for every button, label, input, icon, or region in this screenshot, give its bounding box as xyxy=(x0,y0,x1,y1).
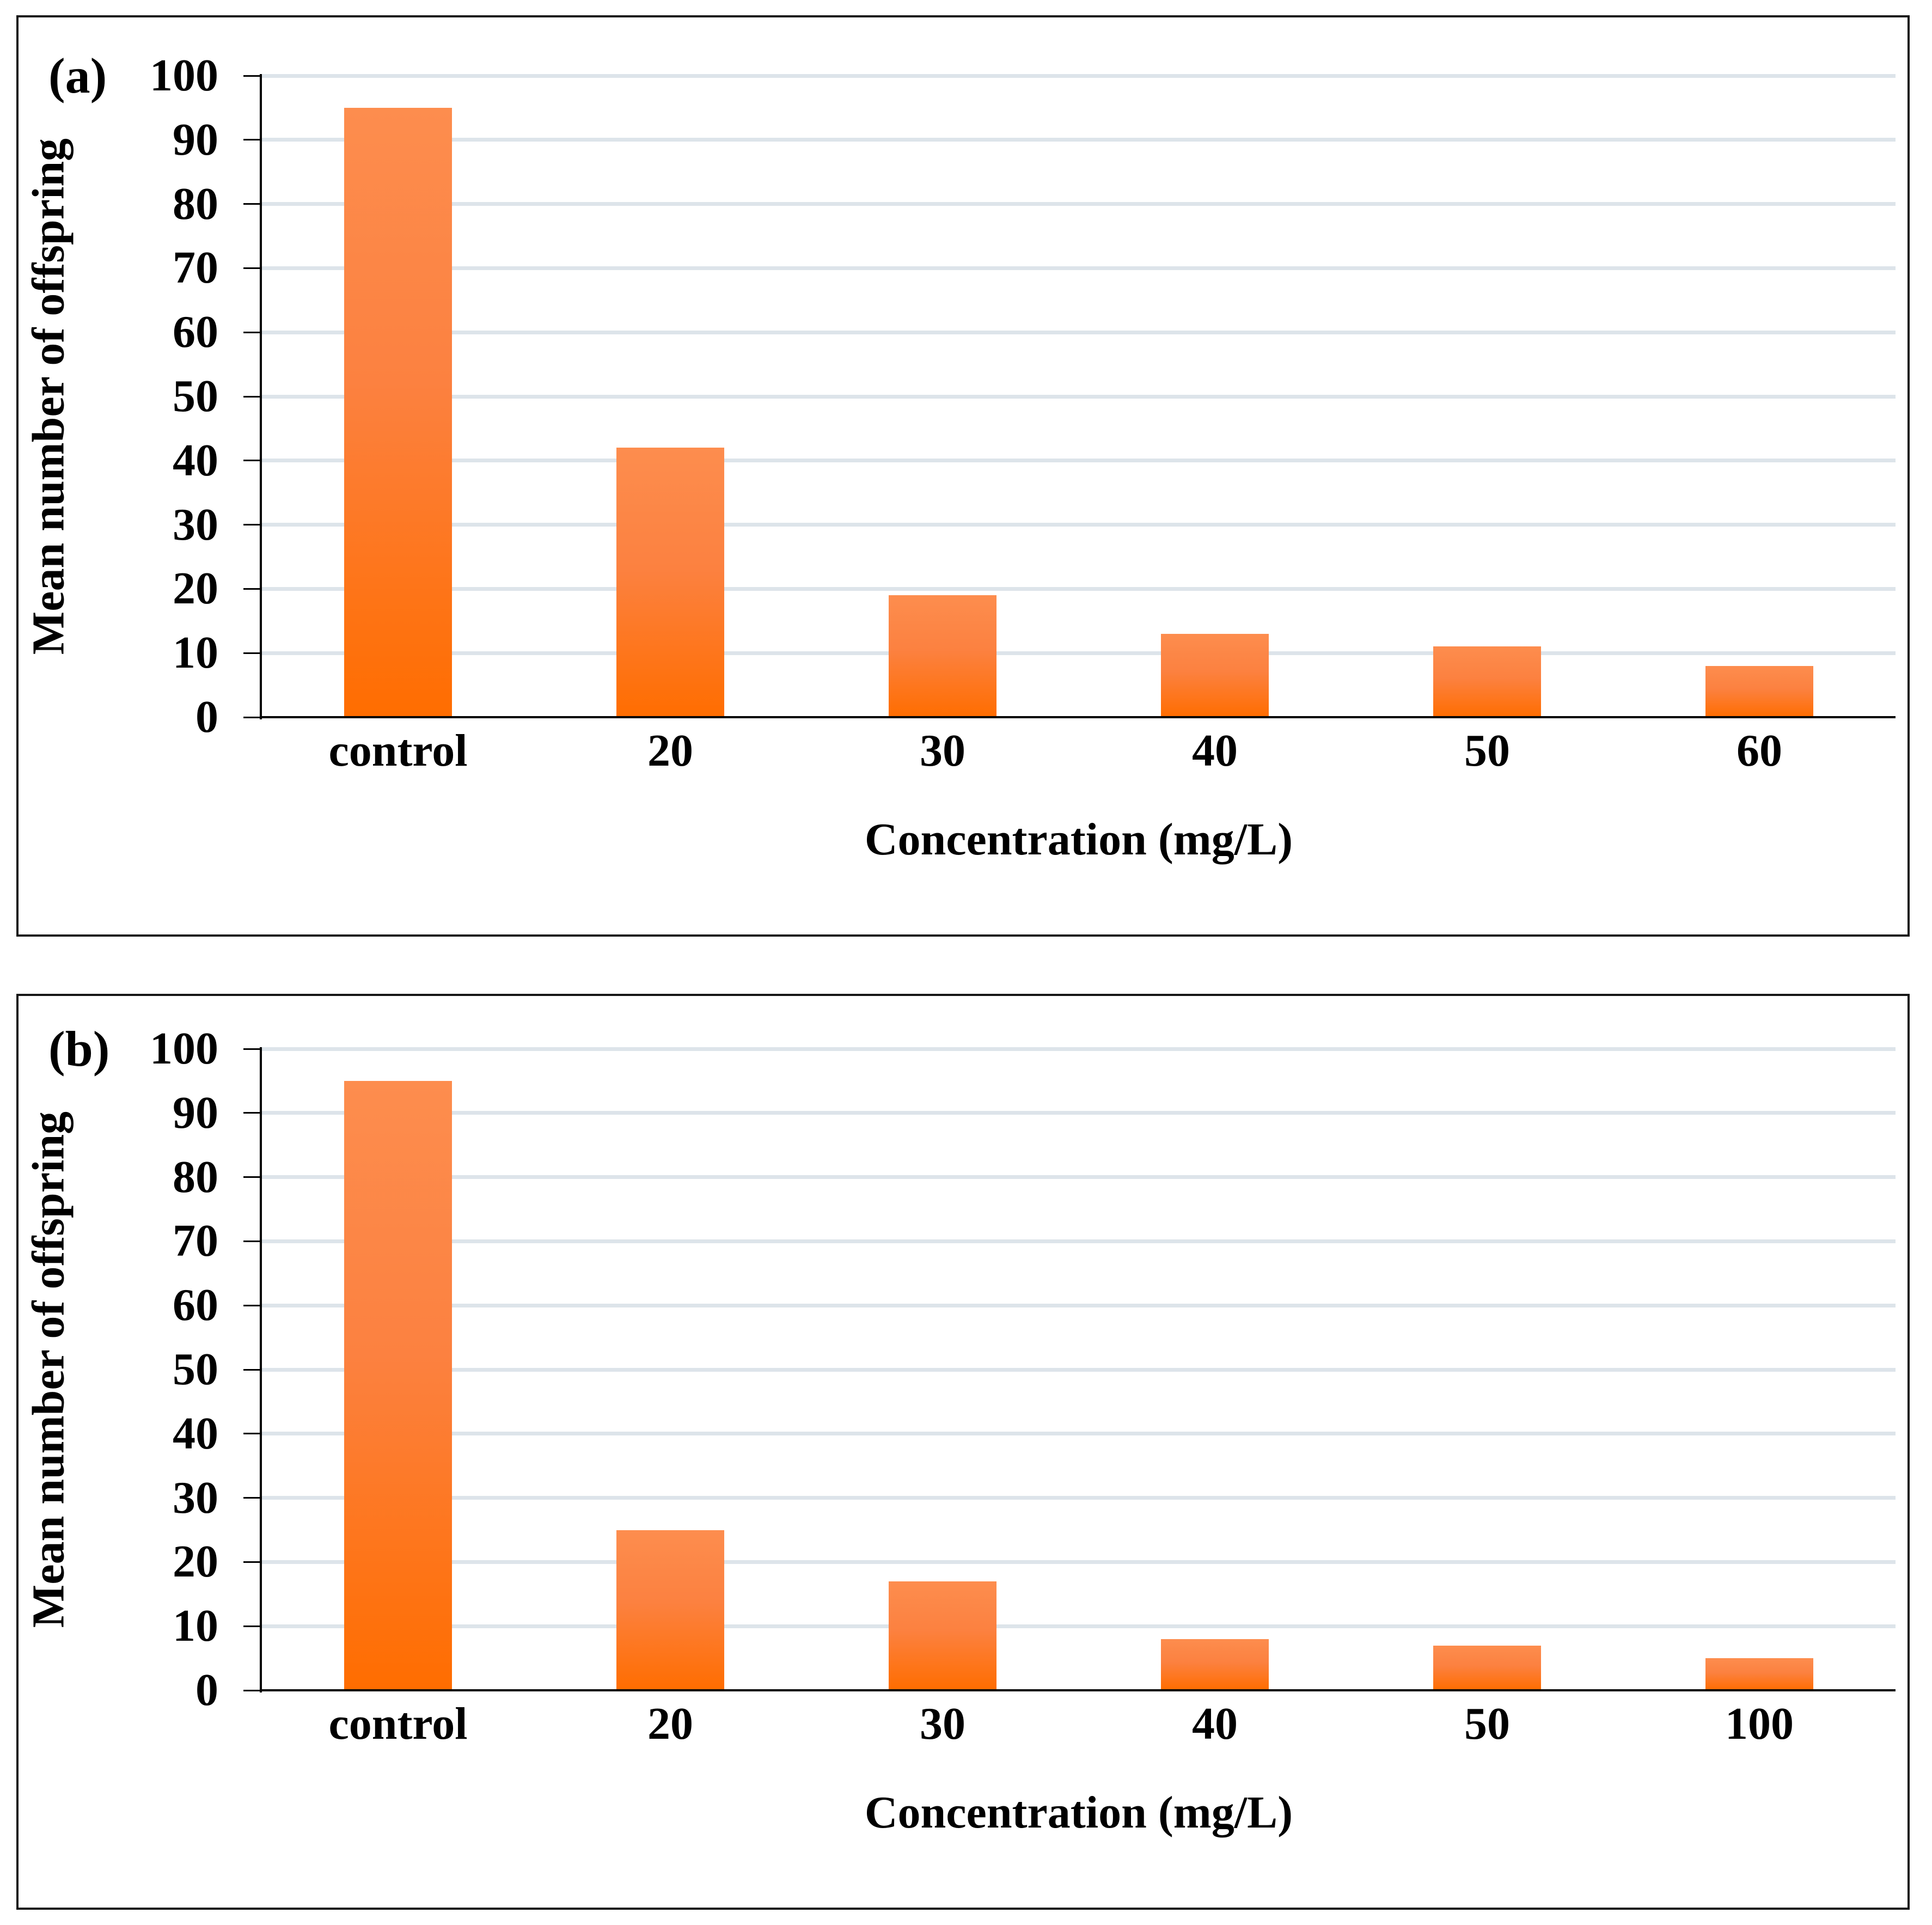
y-tick-label-100: 100 xyxy=(150,50,218,101)
y-tick-60 xyxy=(243,331,262,333)
plot-area-b: (b) Mean number of offspring Concentrati… xyxy=(23,1021,1896,1838)
panel-a: (a) Mean number of offspring Concentrati… xyxy=(16,15,1910,937)
y-tick-80 xyxy=(243,1176,262,1178)
gridline-y60 xyxy=(262,330,1896,334)
y-tick-50 xyxy=(243,395,262,398)
gridline-y10 xyxy=(262,1624,1896,1628)
y-tick-label-20: 20 xyxy=(173,563,218,614)
x-category-label-50: 50 xyxy=(1464,725,1510,776)
gridline-y100 xyxy=(262,74,1896,78)
bar-50 xyxy=(1433,1645,1541,1690)
gridline-y20 xyxy=(262,586,1896,591)
bar-30 xyxy=(889,1581,996,1690)
bar-100 xyxy=(1705,1658,1813,1690)
panel-b: (b) Mean number of offspring Concentrati… xyxy=(16,994,1910,1910)
x-category-label-100: 100 xyxy=(1725,1698,1794,1749)
bar-40 xyxy=(1161,1639,1269,1690)
x-category-label-control: control xyxy=(328,1698,468,1749)
y-tick-label-30: 30 xyxy=(173,499,218,550)
y-tick-0 xyxy=(243,1689,262,1691)
y-tick-label-60: 60 xyxy=(173,1280,218,1331)
x-category-label-40: 40 xyxy=(1192,1698,1238,1749)
y-tick-label-80: 80 xyxy=(173,1151,218,1202)
x-category-label-60: 60 xyxy=(1737,725,1782,776)
gridline-y10 xyxy=(262,651,1896,655)
x-axis-title-a: Concentration (mg/L) xyxy=(864,814,1293,865)
y-tick-30 xyxy=(243,1497,262,1499)
gridline-y30 xyxy=(262,1496,1896,1500)
gridline-y70 xyxy=(262,266,1896,270)
y-tick-label-70: 70 xyxy=(173,242,218,294)
bar-60 xyxy=(1705,665,1813,717)
x-category-label-30: 30 xyxy=(920,725,965,776)
gridline-y50 xyxy=(262,1367,1896,1372)
x-category-label-20: 20 xyxy=(647,1698,693,1749)
y-tick-100 xyxy=(243,75,262,77)
y-tick-label-10: 10 xyxy=(173,1600,218,1652)
y-tick-label-70: 70 xyxy=(173,1215,218,1267)
gridline-y50 xyxy=(262,394,1896,399)
y-tick-40 xyxy=(243,460,262,462)
y-tick-label-80: 80 xyxy=(173,178,218,229)
gridline-y70 xyxy=(262,1239,1896,1243)
y-tick-50 xyxy=(243,1368,262,1371)
y-tick-90 xyxy=(243,139,262,141)
gridline-y40 xyxy=(262,1432,1896,1436)
y-tick-label-90: 90 xyxy=(173,114,218,165)
bar-20 xyxy=(616,1530,724,1690)
y-tick-label-0: 0 xyxy=(195,1665,218,1715)
x-axis-line-a xyxy=(260,716,1896,718)
y-tick-10 xyxy=(243,652,262,654)
y-tick-label-50: 50 xyxy=(173,371,218,421)
y-tick-40 xyxy=(243,1433,262,1435)
gridline-y40 xyxy=(262,459,1896,463)
y-tick-label-50: 50 xyxy=(173,1344,218,1395)
gridline-y20 xyxy=(262,1560,1896,1564)
y-tick-20 xyxy=(243,588,262,590)
bar-control xyxy=(344,107,452,717)
gridline-y30 xyxy=(262,523,1896,527)
panel-b-label: (b) xyxy=(48,1021,110,1077)
y-tick-label-90: 90 xyxy=(173,1087,218,1138)
bar-control xyxy=(344,1080,452,1690)
y-tick-70 xyxy=(243,1240,262,1242)
y-tick-label-10: 10 xyxy=(173,627,218,679)
y-tick-label-30: 30 xyxy=(173,1472,218,1523)
panel-a-label: (a) xyxy=(48,48,107,103)
x-category-label-20: 20 xyxy=(647,725,693,776)
gridline-y80 xyxy=(262,202,1896,206)
y-tick-label-100: 100 xyxy=(150,1023,218,1074)
bar-20 xyxy=(616,448,724,717)
x-axis-title-b: Concentration (mg/L) xyxy=(864,1787,1293,1838)
y-tick-0 xyxy=(243,716,262,718)
y-tick-label-20: 20 xyxy=(173,1536,218,1587)
y-tick-10 xyxy=(243,1625,262,1627)
x-category-label-40: 40 xyxy=(1192,725,1238,776)
y-tick-100 xyxy=(243,1048,262,1050)
y-tick-20 xyxy=(243,1561,262,1563)
x-category-label-30: 30 xyxy=(920,1698,965,1749)
bar-30 xyxy=(889,595,996,717)
gridline-y100 xyxy=(262,1047,1896,1051)
gridline-y60 xyxy=(262,1303,1896,1307)
x-category-label-control: control xyxy=(328,725,468,776)
x-category-label-50: 50 xyxy=(1464,1698,1510,1749)
y-tick-label-0: 0 xyxy=(195,692,218,742)
y-tick-label-60: 60 xyxy=(173,307,218,358)
y-tick-label-40: 40 xyxy=(173,1408,218,1459)
gridline-y90 xyxy=(262,138,1896,142)
bar-40 xyxy=(1161,633,1269,717)
gridline-y80 xyxy=(262,1175,1896,1180)
y-tick-label-40: 40 xyxy=(173,435,218,486)
bar-50 xyxy=(1433,646,1541,717)
y-tick-70 xyxy=(243,267,262,269)
y-tick-80 xyxy=(243,203,262,205)
x-axis-line-b xyxy=(260,1689,1896,1691)
plot-area-a: (a) Mean number of offspring Concentrati… xyxy=(23,48,1896,865)
y-tick-60 xyxy=(243,1304,262,1306)
y-tick-90 xyxy=(243,1112,262,1114)
gridline-y90 xyxy=(262,1111,1896,1115)
y-tick-30 xyxy=(243,524,262,526)
